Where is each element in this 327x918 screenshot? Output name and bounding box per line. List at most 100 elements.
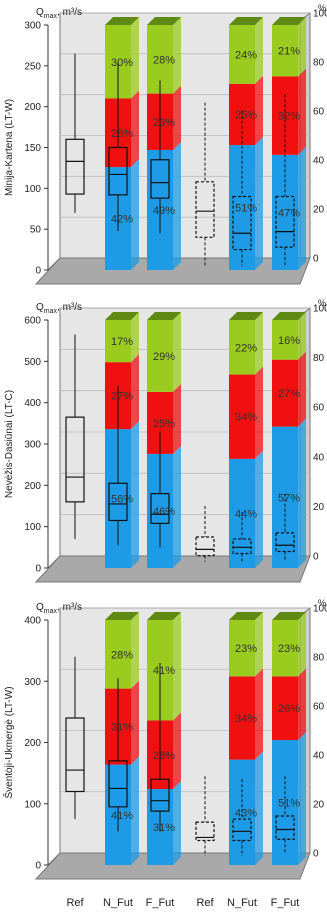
bar-side-red [255,366,263,459]
bar-percent-label: 25% [235,109,257,121]
stacked-bar-N_Fut: 44% 34% 22% [229,312,263,568]
bar-segment-green [229,320,255,375]
bar-side-red [298,68,306,155]
bar-top-face [229,312,263,320]
stacked-bar-F_Fut: 46% 25% 29% [147,312,181,568]
boxplot-ref [195,506,215,562]
box-iqr [108,760,128,808]
y-tick-label-right: 80 [313,58,325,69]
bar-top-face [147,612,181,620]
y-tick-label-left: 200 [24,481,41,492]
stacked-bar-N_Fut: 51% 25% 24% [229,17,263,270]
boxplot-n_fut [108,386,128,546]
box-iqr [275,532,295,553]
box-iqr [65,416,85,503]
bar-side-red [173,712,181,790]
box-iqr [195,536,215,557]
box-iqr [195,821,215,842]
bar-side-green [298,612,306,677]
box-iqr [65,138,85,195]
box-iqr [150,159,170,199]
bar-side-green [298,17,306,77]
stacked-bar-F_Fut: 49% 23% 28% [147,17,181,270]
bar-side-green [173,312,181,392]
y-unit-sub: max [44,608,58,615]
y-tick-label-right: 80 [313,653,325,664]
stacked-bar-N_Fut: 43% 34% 23% [229,612,263,865]
bar-segment-green [229,25,255,84]
boxplot-n_fut [232,512,252,562]
x-tick-label: N_Fut [227,897,257,909]
boxplot-ref [65,656,85,820]
stacked-bar-F_Fut: 57% 27% 16% [272,312,306,568]
bar-percent-label: 42% [111,214,133,226]
bar-top-face [229,612,263,620]
boxplot-f_fut [275,493,295,560]
bar-percent-label: 25% [153,418,175,430]
y-tick-label-left: 50 [30,225,42,236]
y-unit-rest: , m³/s [57,7,82,18]
bar-side-green [131,312,139,363]
y-tick-label-right: 20 [313,800,325,811]
bar-side-red [298,668,306,741]
bar-percent-label: 23% [235,643,257,655]
bar-side-blue [298,418,306,568]
y-unit-q: Q [36,602,44,613]
y-tick-label-left: 400 [24,616,41,627]
y-unit-sub: max [44,308,58,315]
y-tick-label-right: 60 [313,403,325,414]
bar-percent-label: 21% [278,46,300,58]
box-iqr [232,195,252,251]
bar-top-face [272,17,306,25]
bar-side-green [173,612,181,721]
bar-percent-label: 26% [278,703,300,715]
bar-side-blue [173,445,181,568]
bar-percent-label: 29% [153,351,175,363]
box-iqr [275,815,295,840]
bar-side-green [255,612,263,677]
y-unit-sub: max [44,13,58,20]
bar-percent-label: 44% [235,508,257,520]
bar-percent-label: 57% [278,492,300,504]
boxplot-f_fut [150,662,170,832]
bar-side-blue [298,732,306,865]
bar-percent-label: 28% [111,649,133,661]
bar-percent-label: 28% [153,750,175,762]
y-tick-label-left: 0 [35,861,41,872]
stacked-bar-N_Fut: 56% 27% 17% [105,312,139,568]
bar-segment-green [229,620,255,677]
bar-top-face [272,312,306,320]
box-iqr [195,181,215,238]
bar-top-face [105,17,139,25]
y-unit-q: Q [36,302,44,313]
bar-percent-label: 32% [278,111,300,123]
y-tick-label-right: 80 [313,353,325,364]
bar-side-blue [173,781,181,865]
y-unit-q: Q [36,7,44,18]
y-tick-label-left: 200 [24,738,41,749]
bar-percent-label: 51% [235,203,257,215]
y-tick-label-right: 20 [313,205,325,216]
bar-percent-label: 23% [278,643,300,655]
boxplot-ref [195,776,215,856]
bar-percent-label: 34% [235,412,257,424]
x-tick-label: F_Fut [271,897,300,909]
bar-side-green [131,17,139,99]
bar-percent-label: 49% [153,205,175,217]
y-tick-label-left: 400 [24,398,41,409]
x-tick-label: Ref [66,897,84,909]
bar-side-blue [298,146,306,270]
y-tick-label-left: 300 [24,440,41,451]
bar-side-red [131,90,139,168]
y-tick-label-left: 0 [35,564,41,575]
y-tick-label-left: 600 [24,316,41,327]
bar-top-face [147,312,181,320]
y-tick-label-right: 40 [313,156,325,167]
bar-percent-label: 22% [235,342,257,354]
y-tick-label-right: 60 [313,107,325,118]
box-iqr [108,146,128,196]
bar-percent-label: 31% [111,722,133,734]
y-axis-title: Nevėžis-Dasiūnai (LT-C) [4,390,15,498]
y-unit-rest: , m³/s [57,602,82,613]
bar-side-blue [255,450,263,568]
